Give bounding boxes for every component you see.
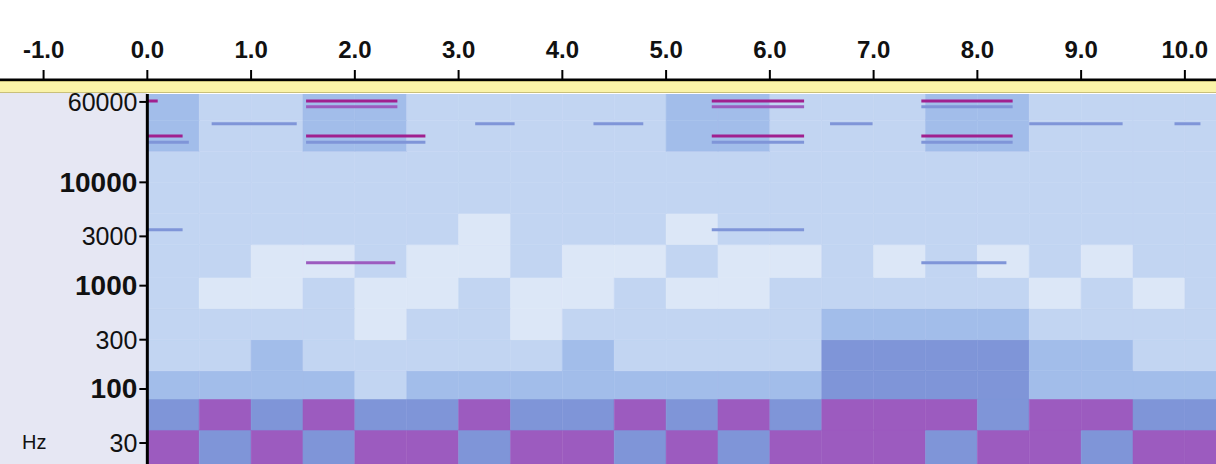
svg-text:100: 100: [91, 373, 138, 404]
svg-text:1000: 1000: [75, 270, 137, 301]
svg-text:0.0: 0.0: [131, 36, 164, 63]
html-text:Hz: Hz: [22, 431, 47, 453]
svg-text:10.0: 10.0: [1162, 36, 1209, 63]
svg-text:2.0: 2.0: [338, 36, 371, 63]
svg-text:5.0: 5.0: [649, 36, 682, 63]
svg-text:9.0: 9.0: [1064, 36, 1097, 63]
svg-text:4.0: 4.0: [546, 36, 579, 63]
svg-text:60000: 60000: [67, 87, 138, 116]
svg-text:8.0: 8.0: [961, 36, 994, 63]
svg-text:1.0: 1.0: [234, 36, 267, 63]
svg-text:3000: 3000: [82, 222, 138, 250]
svg-text:7.0: 7.0: [857, 36, 890, 63]
svg-text:30: 30: [110, 429, 138, 457]
svg-text:-1.0: -1.0: [23, 36, 64, 63]
svg-text:6.0: 6.0: [753, 36, 786, 63]
svg-text:10000: 10000: [59, 167, 137, 198]
svg-text:3.0: 3.0: [442, 36, 475, 63]
svg-text:300: 300: [96, 326, 138, 354]
